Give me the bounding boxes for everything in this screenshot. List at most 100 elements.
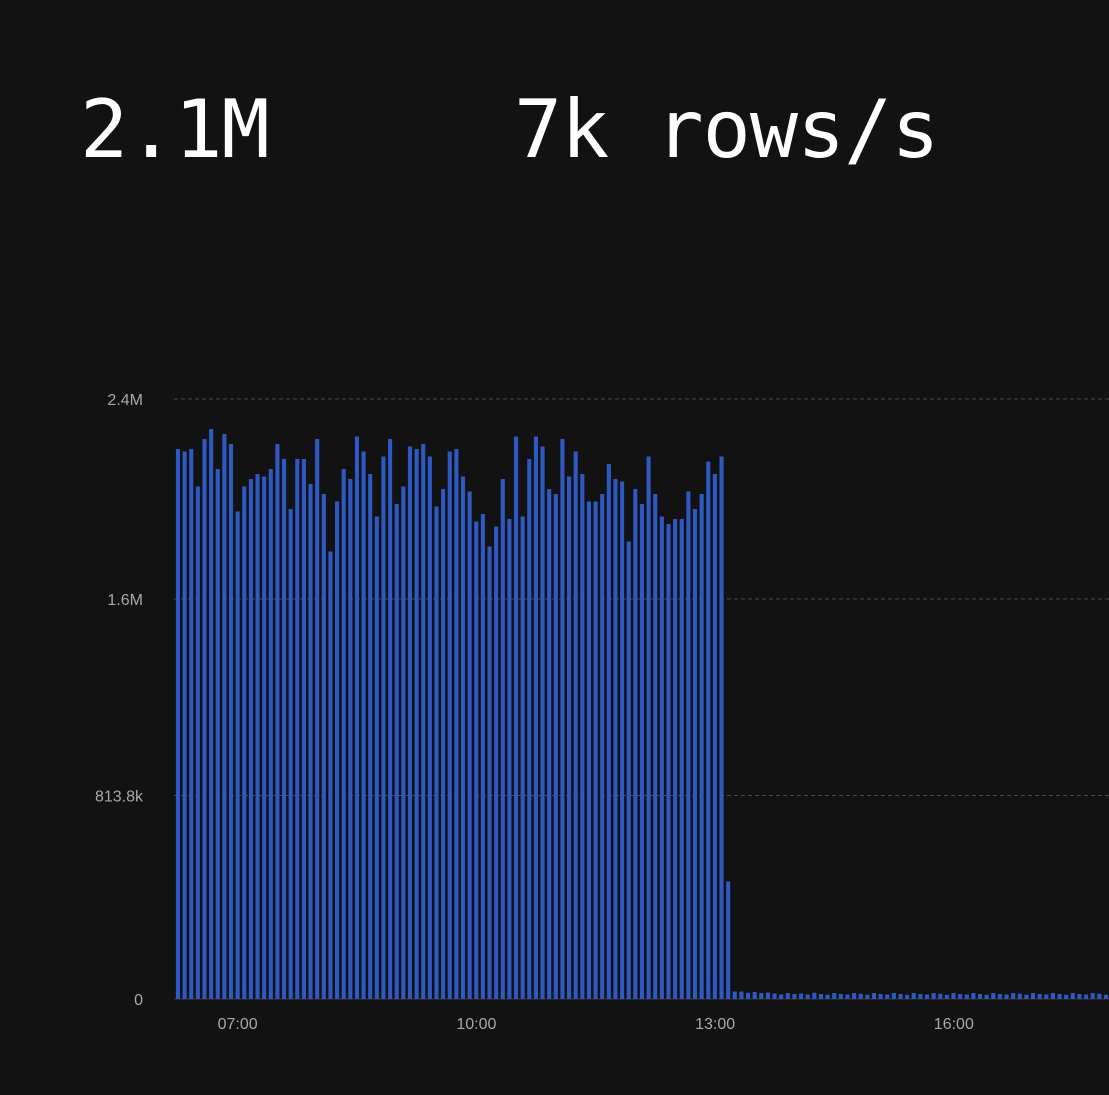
bar <box>1057 994 1062 999</box>
bar <box>547 489 552 999</box>
bar <box>1004 994 1009 999</box>
bar <box>1011 993 1016 999</box>
bar <box>606 464 611 999</box>
bar <box>1090 993 1095 999</box>
bar <box>745 992 751 999</box>
bar <box>281 459 287 999</box>
bar <box>845 994 850 999</box>
bar <box>991 993 996 999</box>
bar <box>374 516 379 999</box>
bar <box>832 993 837 999</box>
bar <box>222 434 227 999</box>
bar <box>692 509 698 999</box>
bar <box>812 992 817 999</box>
bar <box>394 504 399 999</box>
bar <box>971 993 976 999</box>
bar <box>905 994 910 999</box>
bar <box>1084 994 1089 999</box>
bar <box>361 451 366 999</box>
bar <box>620 481 625 999</box>
x-axis-ticks: 07:00 10:00 13:00 16:00 <box>218 1016 974 1033</box>
bar <box>447 451 452 999</box>
bar <box>513 436 519 999</box>
bar <box>175 449 181 999</box>
bar <box>182 451 187 999</box>
y-tick-label: 1.6M <box>107 592 143 609</box>
bar <box>918 994 923 999</box>
x-tick-label: 13:00 <box>695 1016 735 1033</box>
bar <box>487 546 492 999</box>
bar <box>262 476 267 999</box>
bar <box>613 479 618 999</box>
bar <box>507 519 512 999</box>
bar <box>891 993 896 999</box>
bar <box>1077 994 1082 999</box>
bar <box>958 994 963 999</box>
bar <box>1097 993 1102 999</box>
bar <box>467 491 472 999</box>
bar <box>858 993 863 999</box>
bar <box>235 511 240 999</box>
bar <box>799 993 804 999</box>
bar <box>354 436 359 999</box>
bar <box>474 521 479 999</box>
bar <box>248 479 253 999</box>
bar <box>633 489 638 999</box>
bar <box>348 479 353 999</box>
bar <box>653 494 658 999</box>
bar <box>964 994 969 999</box>
bar <box>195 486 200 999</box>
bar <box>984 994 989 999</box>
bar <box>1103 994 1109 999</box>
x-tick-label: 16:00 <box>934 1016 974 1033</box>
bar <box>838 994 843 999</box>
bar <box>341 469 346 999</box>
bar <box>659 516 664 999</box>
bar <box>268 469 273 999</box>
bar <box>785 993 790 999</box>
bar <box>1064 994 1069 999</box>
bar <box>414 449 419 999</box>
bar <box>772 993 777 999</box>
bar <box>255 474 260 999</box>
y-tick-label: 2.4M <box>107 392 143 409</box>
bar <box>593 501 598 999</box>
bar <box>434 506 439 999</box>
bar <box>228 444 234 999</box>
bar <box>301 459 306 999</box>
bar <box>871 993 877 999</box>
bar <box>1017 993 1022 999</box>
bar <box>878 994 883 999</box>
bar <box>673 519 678 999</box>
bar <box>480 514 485 999</box>
bar <box>1024 994 1029 999</box>
x-tick-label: 07:00 <box>218 1016 258 1033</box>
bar <box>924 994 930 999</box>
bar <box>765 992 770 999</box>
bar <box>759 993 764 999</box>
bar <box>1050 993 1055 999</box>
bar <box>898 994 903 999</box>
bar <box>388 439 393 999</box>
bar <box>1044 994 1049 999</box>
bar <box>381 456 386 999</box>
bar <box>719 456 724 999</box>
bar <box>573 451 578 999</box>
bar <box>315 439 320 999</box>
bar <box>944 994 949 999</box>
bar <box>977 994 983 999</box>
y-tick-label: 813.8k <box>95 789 144 806</box>
bar <box>427 456 432 999</box>
bar <box>560 439 565 999</box>
bar <box>335 501 340 999</box>
bar <box>752 992 757 999</box>
x-tick-label: 10:00 <box>456 1016 496 1033</box>
bar <box>726 881 731 999</box>
bars <box>175 429 1109 999</box>
total-rows-stat: 2.1M <box>80 83 270 176</box>
bar <box>454 449 459 999</box>
bar <box>951 993 956 999</box>
bar <box>460 476 466 999</box>
bar <box>706 461 711 999</box>
